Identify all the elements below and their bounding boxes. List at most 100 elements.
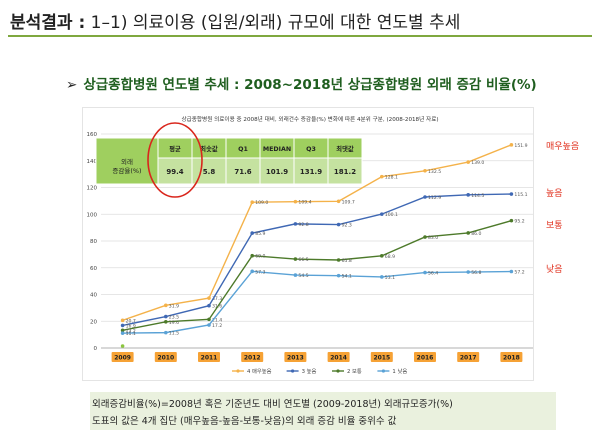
stats-value-label: 131.9	[300, 168, 322, 176]
data-point	[207, 317, 211, 322]
data-label: 57.2	[514, 269, 524, 275]
data-label: 13.2	[126, 328, 136, 334]
data-label: 109.4	[298, 200, 311, 206]
data-point	[509, 192, 514, 196]
arrow-bullet-icon: ➢	[66, 77, 78, 93]
data-label: 92.3	[342, 223, 352, 229]
x-tick-tab	[327, 352, 350, 362]
data-label: 109.7	[342, 199, 355, 205]
data-point	[423, 270, 427, 275]
x-tick-label: 2010	[157, 355, 174, 362]
data-point	[164, 303, 168, 308]
x-tick-label: 2018	[503, 355, 520, 362]
x-tick-label: 2017	[460, 355, 477, 362]
y-tick-label: 120	[87, 186, 98, 192]
stats-value-cell	[157, 157, 193, 185]
data-label: 56.4	[428, 271, 438, 277]
y-tick-label: 40	[90, 293, 97, 299]
data-point	[120, 331, 125, 335]
legend-label: 3 높음	[302, 368, 317, 375]
y-tick-label: 20	[90, 319, 97, 325]
legend-label: 2 보통	[347, 368, 362, 375]
data-point	[293, 273, 298, 277]
stats-value-cell	[327, 157, 363, 185]
data-label: 37.3	[212, 296, 222, 302]
y-tick-label: 60	[90, 266, 97, 272]
data-label: 112.9	[428, 195, 441, 201]
stats-value-label: 5.8	[203, 168, 216, 176]
data-label: 114.5	[471, 193, 484, 199]
stats-value-label: 71.6	[234, 168, 251, 176]
x-tick-label: 2016	[417, 355, 434, 362]
data-label: 31.9	[169, 303, 179, 309]
page-title-rest: 1–1) 의료이용 (입원/외래) 규모에 대한 연도별 추세	[85, 13, 461, 33]
group-label-low: 낮음	[546, 265, 563, 275]
title-divider	[8, 35, 592, 37]
data-label: 95.2	[514, 219, 524, 225]
data-point	[250, 200, 254, 205]
data-label: 21.4	[212, 317, 222, 323]
footer-note: 외래증감비율(%)=2008년 혹은 기준년도 대비 연도별 (2009-201…	[90, 392, 556, 430]
stats-header-label: 최댓값	[336, 144, 354, 153]
stats-value-cell	[225, 157, 261, 185]
data-point	[120, 323, 125, 328]
legend-marker	[291, 369, 295, 373]
data-point	[164, 330, 168, 335]
x-tick-tab	[500, 352, 523, 362]
y-tick-label: 140	[87, 159, 98, 165]
data-point	[120, 318, 125, 323]
data-point	[380, 275, 384, 279]
legend-marker	[236, 369, 240, 373]
stats-header-label: 평균	[169, 144, 181, 153]
x-tick-tab	[370, 352, 393, 362]
data-point	[250, 253, 254, 258]
data-label: 20.7	[126, 318, 136, 324]
section-heading: ➢ 상급종합병원 연도별 추세 : 2008~2018년 상급종합병원 외래 증감…	[66, 73, 537, 93]
x-tick-tab	[111, 352, 134, 362]
x-tick-tab	[457, 352, 480, 362]
data-label: 19.6	[169, 320, 179, 326]
data-point	[466, 270, 471, 274]
data-point	[293, 199, 298, 204]
data-label: 54.5	[298, 273, 308, 279]
x-tick-label: 2009	[114, 355, 131, 362]
data-point	[380, 254, 384, 258]
data-label: 16.9	[126, 323, 136, 329]
data-point	[466, 193, 471, 197]
data-label: 68.9	[385, 254, 395, 260]
data-point	[293, 222, 298, 226]
stats-value-cell	[259, 157, 295, 185]
highlight-circle	[147, 122, 203, 198]
group-label-very-high: 매우높음	[546, 142, 580, 152]
group-label-medium: 보통	[546, 221, 563, 231]
data-point	[466, 160, 471, 164]
data-point	[423, 168, 427, 173]
data-label: 132.5	[428, 169, 441, 175]
stats-value-label: 101.9	[266, 168, 288, 176]
data-point	[207, 296, 211, 300]
series-line	[122, 144, 512, 321]
data-label: 66.5	[298, 257, 308, 263]
x-tick-tab	[414, 352, 436, 362]
x-tick-label: 2011	[201, 355, 218, 362]
chart-title: 상급종합병원 의료이용 중 2008년 대비, 외래건수 증감율(%) 변화에 …	[181, 115, 438, 123]
data-label: 109.0	[255, 200, 268, 206]
data-label: 53.1	[385, 275, 395, 281]
data-label: 100.1	[385, 212, 398, 218]
stats-row-header-label: 증감율(%)	[112, 167, 141, 175]
legend-marker	[336, 369, 340, 373]
data-label: 85.9	[255, 231, 265, 237]
data-point	[293, 257, 298, 261]
data-label: 83.0	[428, 235, 438, 241]
series-line	[122, 193, 512, 327]
data-point	[250, 231, 254, 235]
data-label: 115.1	[514, 192, 527, 198]
data-point	[509, 269, 514, 274]
data-point	[164, 314, 168, 319]
y-tick-label: 160	[87, 132, 98, 138]
data-point	[164, 319, 168, 324]
x-tick-label: 2014	[330, 355, 347, 362]
data-point	[423, 235, 427, 239]
data-label: 17.2	[212, 323, 222, 329]
data-point	[380, 212, 384, 216]
